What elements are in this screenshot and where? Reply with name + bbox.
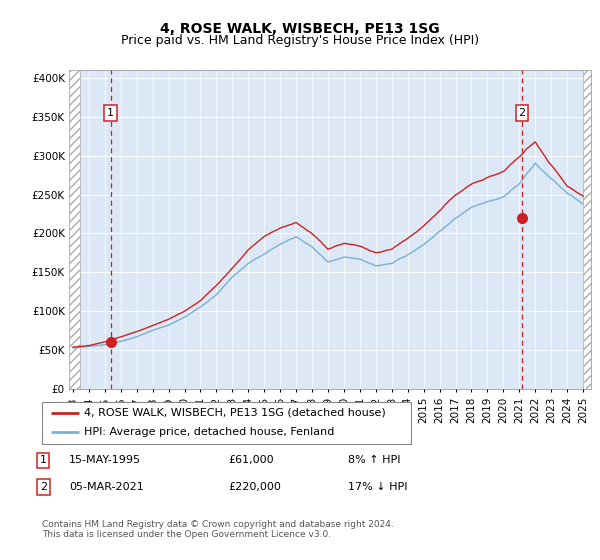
Text: 15-MAY-1995: 15-MAY-1995 (69, 455, 141, 465)
Text: 1: 1 (107, 108, 114, 118)
Text: HPI: Average price, detached house, Fenland: HPI: Average price, detached house, Fenl… (85, 427, 335, 437)
Text: 8% ↑ HPI: 8% ↑ HPI (348, 455, 401, 465)
FancyBboxPatch shape (42, 402, 411, 444)
Text: 17% ↓ HPI: 17% ↓ HPI (348, 482, 407, 492)
Text: Contains HM Land Registry data © Crown copyright and database right 2024.
This d: Contains HM Land Registry data © Crown c… (42, 520, 394, 539)
Bar (69, 70, 80, 389)
Text: 2: 2 (40, 482, 47, 492)
Text: 4, ROSE WALK, WISBECH, PE13 1SG (detached house): 4, ROSE WALK, WISBECH, PE13 1SG (detache… (85, 408, 386, 418)
Bar (583, 70, 591, 389)
Text: 05-MAR-2021: 05-MAR-2021 (69, 482, 144, 492)
Text: £220,000: £220,000 (228, 482, 281, 492)
Text: Price paid vs. HM Land Registry's House Price Index (HPI): Price paid vs. HM Land Registry's House … (121, 34, 479, 46)
Text: 2: 2 (518, 108, 526, 118)
Text: 4, ROSE WALK, WISBECH, PE13 1SG: 4, ROSE WALK, WISBECH, PE13 1SG (160, 22, 440, 36)
Text: £61,000: £61,000 (228, 455, 274, 465)
Text: 1: 1 (40, 455, 47, 465)
